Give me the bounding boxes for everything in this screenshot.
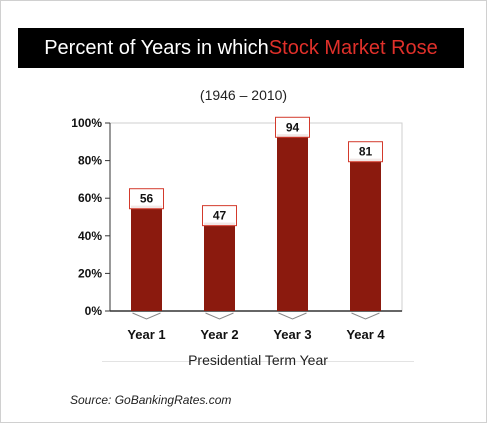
x-tick-marker bbox=[351, 312, 380, 320]
x-tick-marker bbox=[278, 312, 307, 320]
y-tick-label: 80% bbox=[78, 154, 102, 168]
x-tick-label: Year 1 bbox=[127, 327, 165, 342]
chart-title-prefix: Percent of Years in which bbox=[44, 36, 269, 59]
x-tick-marker bbox=[132, 312, 161, 320]
data-label: 81 bbox=[359, 145, 373, 159]
bar bbox=[204, 222, 235, 311]
source-note: Source: GoBankingRates.com bbox=[70, 393, 232, 407]
y-tick-label: 60% bbox=[78, 191, 102, 205]
x-tick-marker bbox=[205, 312, 234, 320]
y-tick-label: 20% bbox=[78, 266, 102, 280]
data-label: 56 bbox=[140, 192, 154, 206]
data-label: 94 bbox=[286, 120, 300, 134]
y-tick-label: 40% bbox=[78, 229, 102, 243]
y-tick-label: 100% bbox=[71, 116, 102, 130]
data-label-box bbox=[202, 205, 237, 227]
chart-subtitle: (1946 – 2010) bbox=[199, 87, 288, 103]
x-tick-label: Year 2 bbox=[200, 327, 238, 342]
data-label-box bbox=[129, 188, 164, 210]
x-tick-label: Year 4 bbox=[346, 327, 385, 342]
x-tick-label: Year 3 bbox=[273, 327, 311, 342]
data-label-box bbox=[275, 116, 310, 138]
chart-title-banner: Percent of Years in which Stock Market R… bbox=[18, 28, 464, 68]
x-axis-label: Presidential Term Year bbox=[188, 352, 328, 368]
y-tick-label: 0% bbox=[85, 304, 103, 318]
data-label: 47 bbox=[213, 209, 227, 223]
bar bbox=[277, 134, 308, 311]
bar bbox=[350, 158, 381, 311]
x-axis-label-rule bbox=[102, 361, 414, 362]
data-label-box bbox=[348, 141, 383, 163]
chart-title-highlight: Stock Market Rose bbox=[268, 36, 438, 59]
bar bbox=[131, 205, 162, 311]
